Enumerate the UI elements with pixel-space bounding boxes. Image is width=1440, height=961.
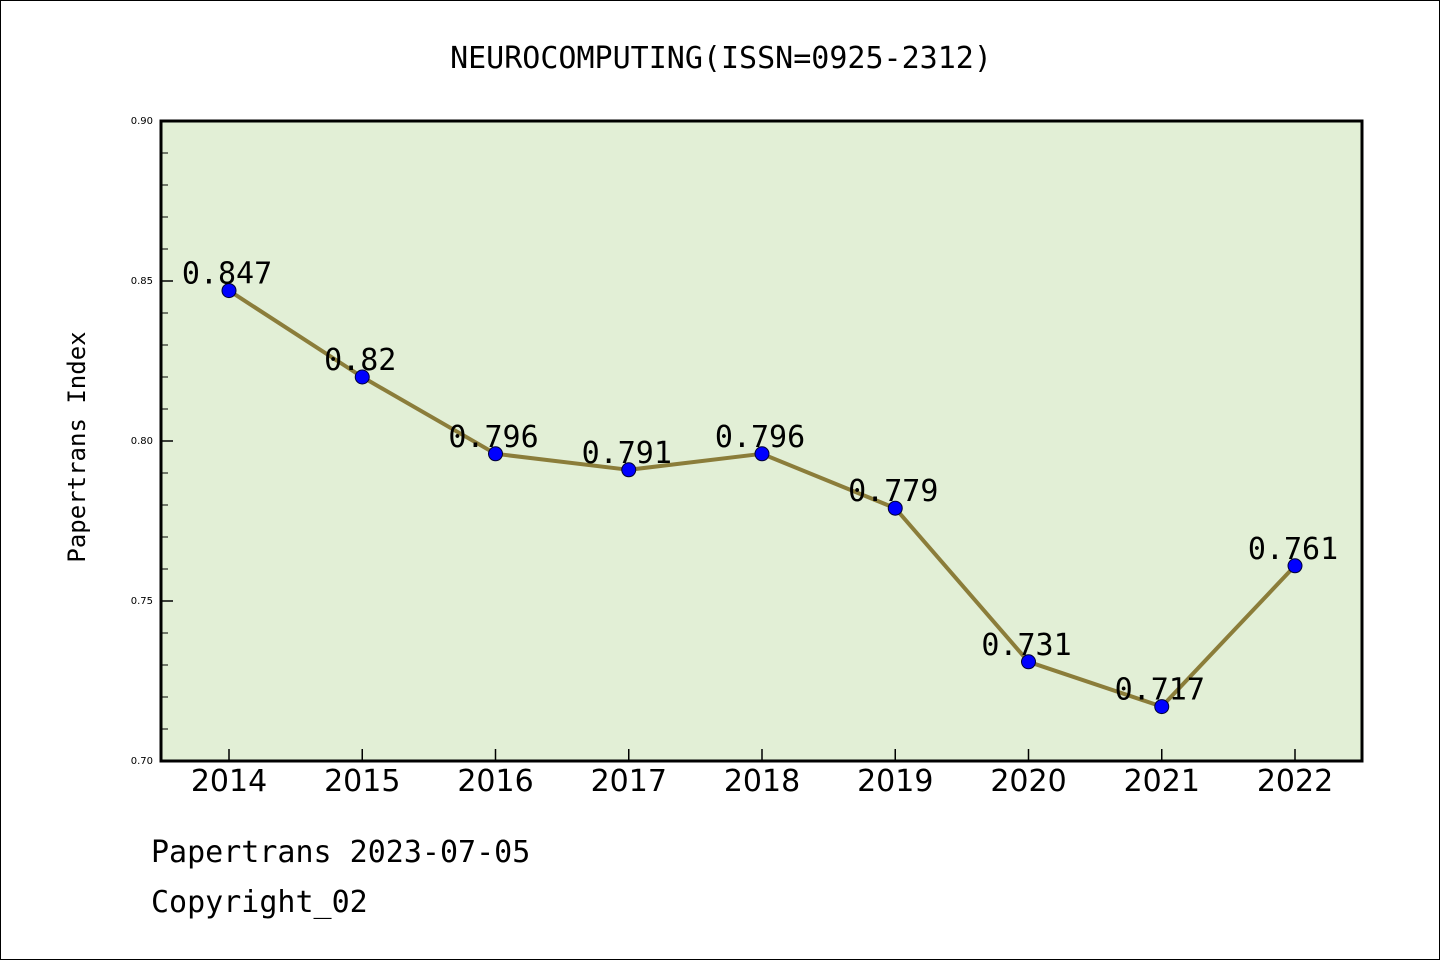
data-label: 0.796 xyxy=(715,420,805,455)
data-label: 0.731 xyxy=(981,628,1071,663)
data-point xyxy=(1021,654,1036,670)
data-point xyxy=(221,283,237,299)
plot-area xyxy=(161,121,1362,761)
series-markers xyxy=(221,283,1303,715)
x-tick-label: 2022 xyxy=(1257,764,1333,799)
data-label: 0.82 xyxy=(324,343,396,378)
x-tick-label: 2019 xyxy=(857,764,933,799)
x-tick-label: 2017 xyxy=(591,764,667,799)
y-tick-label: 0.70 xyxy=(131,756,153,767)
data-label: 0.761 xyxy=(1248,532,1338,567)
y-axis-label: Papertrans Index xyxy=(63,331,91,562)
data-point xyxy=(1287,558,1303,574)
data-label: 0.796 xyxy=(448,420,538,455)
data-point xyxy=(887,500,903,516)
data-label: 0.847 xyxy=(182,257,272,292)
data-label: 0.791 xyxy=(582,436,672,471)
chart-title: NEUROCOMPUTING(ISSN=0925-2312) xyxy=(450,41,992,76)
data-point xyxy=(488,446,503,462)
y-tick-label: 0.75 xyxy=(131,596,153,607)
x-tick-label: 2021 xyxy=(1124,764,1200,799)
x-tick-label: 2018 xyxy=(724,764,800,799)
x-tick-label: 2015 xyxy=(324,764,400,799)
x-tick-label: 2014 xyxy=(191,764,267,799)
data-label: 0.779 xyxy=(848,474,938,509)
data-label: 0.717 xyxy=(1115,673,1205,708)
data-labels: 0.847 0.82 0.796 0.791 0.796 0.779 0.731 0.717 0… xyxy=(182,257,1338,708)
x-tick-label: 2020 xyxy=(990,764,1066,799)
y-tick-label: 0.90 xyxy=(131,116,153,127)
x-tick-label: 2016 xyxy=(457,764,533,799)
footer-copyright: Copyright_02 xyxy=(151,885,368,920)
footer-date-line: Papertrans 2023-07-05 xyxy=(151,835,531,870)
y-tick-label: 0.80 xyxy=(131,436,153,447)
plot-border xyxy=(159,119,1364,763)
data-point xyxy=(754,446,770,462)
x-axis-ticks: 2014 2015 2016 2017 2018 2019 2020 2021 2022 xyxy=(191,749,1333,799)
data-point xyxy=(621,462,637,478)
data-point xyxy=(354,369,370,385)
y-tick-label: 0.85 xyxy=(131,276,153,287)
data-point xyxy=(1154,699,1170,715)
